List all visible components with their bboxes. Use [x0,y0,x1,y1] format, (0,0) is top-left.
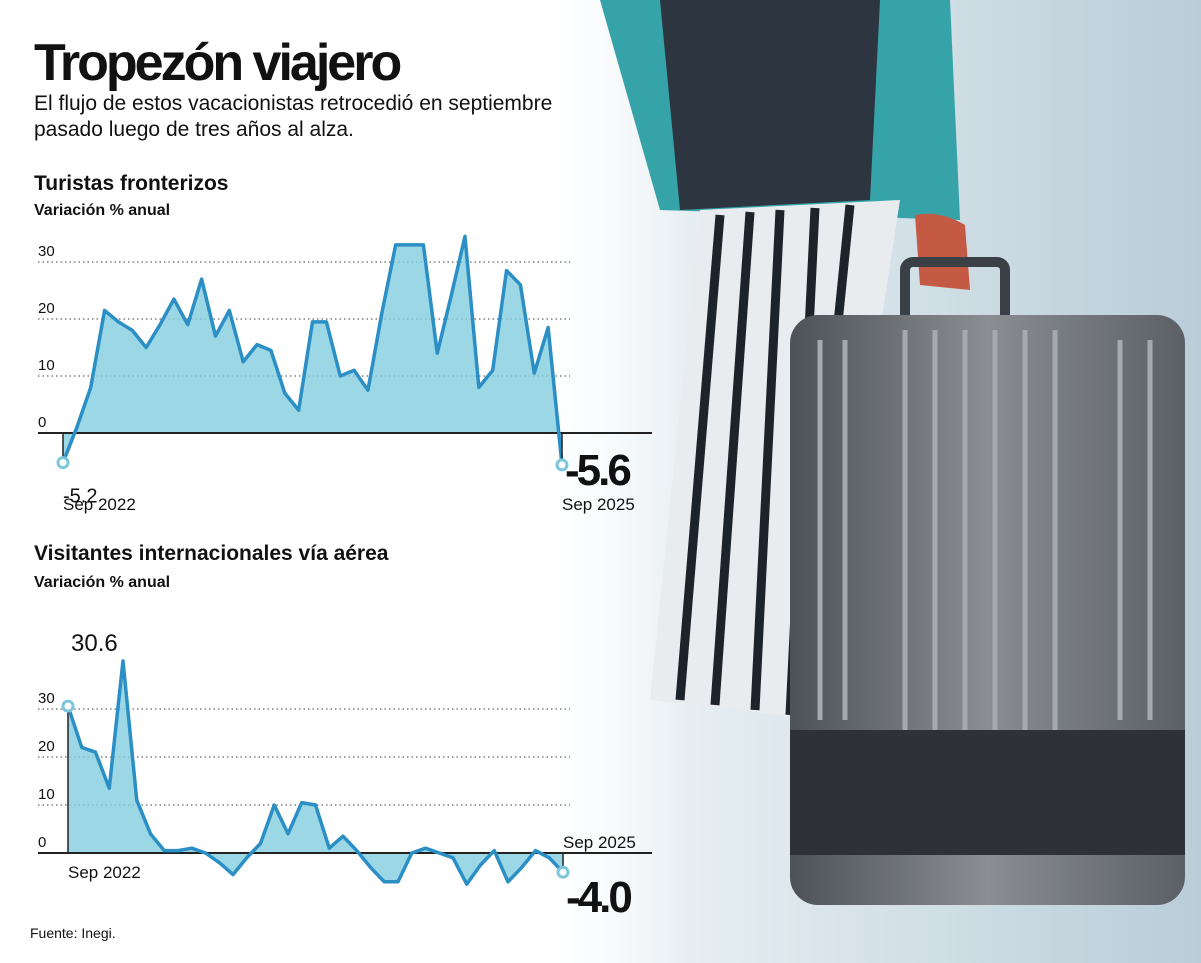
photo-suitcase-base [790,730,1185,855]
y-tick-label: 20 [38,738,55,755]
y-tick-label: 0 [38,834,46,851]
y-tick-label: 30 [38,690,55,707]
photo-suitcase-ribs [817,330,1153,730]
x-tick-label: Sep 2025 [562,495,635,514]
subtitle: El flujo de estos vacacionistas retroced… [34,92,552,115]
y-axis-label: Variación % anual [34,202,170,219]
end-marker [61,699,75,713]
subtitle: pasado luego de tres años al alza. [34,118,354,141]
x-tick-label: Sep 2025 [563,833,636,852]
y-axis-label: Variación % anual [34,574,170,591]
line [61,234,564,466]
end-marker [556,865,570,879]
area [68,661,563,885]
source: Fuente: Inegi. [30,925,116,941]
value-label: -4.0 [566,873,631,922]
chart-title: Turistas fronterizos [34,172,228,195]
y-tick-label: 30 [38,243,55,260]
y-tick-label: 10 [38,786,55,803]
end-marker [56,456,70,470]
x-tick-label: Sep 2022 [63,495,136,514]
y-tick-label: 10 [38,357,55,374]
y-tick-label: 0 [38,414,46,431]
value-label: -5.2 [63,486,97,508]
photo-backpack [660,0,880,210]
value-label: -5.6 [565,446,630,495]
line [66,659,565,886]
chart-title: Visitantes internacionales vía aérea [34,542,389,565]
title: Tropezón viajero [34,34,400,92]
end-marker [555,458,569,472]
y-tick-label: 20 [38,300,55,317]
photo-hand [915,213,970,290]
value-label: 30.6 [71,630,118,657]
x-tick-label: Sep 2022 [68,863,141,882]
area [63,236,562,465]
